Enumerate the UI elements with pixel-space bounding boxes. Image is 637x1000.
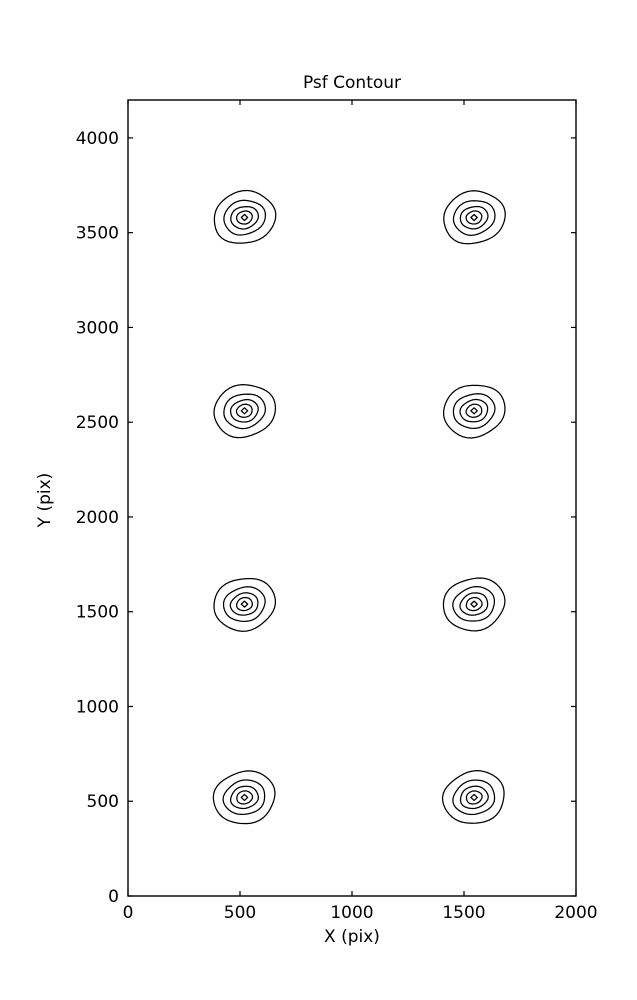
x-axis-label: X (pix) [324, 927, 380, 947]
page-title: Psf Contour [303, 73, 401, 93]
x-tick-label: 0 [123, 903, 134, 923]
contour-ring [452, 779, 496, 816]
y-tick-label: 500 [87, 792, 119, 812]
contour-ring [222, 586, 266, 623]
psf-contour-blob [443, 190, 506, 245]
contour-ring [452, 393, 496, 430]
contour-ring [470, 213, 478, 222]
contour-ring [223, 393, 267, 430]
contour-ring [465, 403, 483, 418]
contour-ring [443, 190, 506, 245]
contour-ring [240, 407, 249, 415]
contour-ring [459, 398, 489, 423]
contour-ring [235, 210, 253, 225]
y-tick-label: 2000 [76, 508, 119, 528]
contour-ring [459, 592, 489, 616]
contour-ring [459, 205, 489, 230]
x-tick-label: 1000 [330, 903, 373, 923]
contour-ring [470, 793, 478, 802]
contour-ring [229, 785, 260, 810]
tick-labels: 0 500 1000 1500 2000 0 500 1000 1500 2000 2500 3000… [76, 129, 598, 923]
contour-ring [213, 189, 277, 244]
x-tick-label: 500 [224, 903, 256, 923]
psf-contour-blob [442, 384, 506, 439]
y-tick-label: 0 [108, 887, 119, 907]
axes-frame [127, 99, 577, 897]
contour-ring [470, 600, 478, 608]
contour-ring [465, 210, 483, 225]
contour-ring [212, 770, 276, 825]
contour-ring [240, 793, 249, 802]
contour-layer [212, 189, 506, 825]
contour-ring [229, 592, 259, 616]
contour-ring [441, 770, 505, 824]
tick-marks [127, 100, 577, 897]
contour-ring [230, 206, 260, 230]
x-tick-label: 2000 [554, 903, 597, 923]
axes-spine [127, 99, 577, 897]
y-tick-label: 3000 [76, 318, 119, 338]
y-tick-label: 4000 [76, 129, 119, 149]
contour-ring [222, 779, 266, 816]
contour-ring [465, 596, 483, 612]
contour-ring [459, 785, 489, 810]
contour-ring [470, 407, 478, 415]
psf-contour-blob [213, 384, 277, 439]
contour-ring [229, 398, 259, 423]
contour-ring [213, 384, 277, 439]
x-tick-label: 1500 [442, 903, 485, 923]
contour-ring [236, 790, 254, 805]
y-tick-label: 1500 [76, 603, 119, 623]
y-tick-label: 3500 [76, 224, 119, 244]
y-tick-label: 1000 [76, 697, 119, 717]
contour-ring [452, 585, 496, 622]
contour-ring [442, 577, 506, 632]
contour-ring [240, 213, 249, 222]
contour-ring [442, 384, 506, 439]
y-axis-label: Y (pix) [35, 473, 55, 529]
psf-contour-blob [442, 577, 506, 632]
contour-ring [465, 790, 483, 805]
psf-contour-blob [213, 189, 277, 244]
contour-ring [235, 403, 253, 418]
y-tick-label: 2500 [76, 413, 119, 433]
psf-contour-blob [212, 770, 276, 825]
contour-ring [235, 596, 254, 612]
psf-contour-blob [441, 770, 505, 824]
contour-ring [223, 199, 267, 236]
psf-contour-blob [213, 577, 277, 632]
contour-ring [452, 200, 496, 236]
contour-ring [240, 600, 249, 608]
contour-ring [213, 577, 277, 632]
